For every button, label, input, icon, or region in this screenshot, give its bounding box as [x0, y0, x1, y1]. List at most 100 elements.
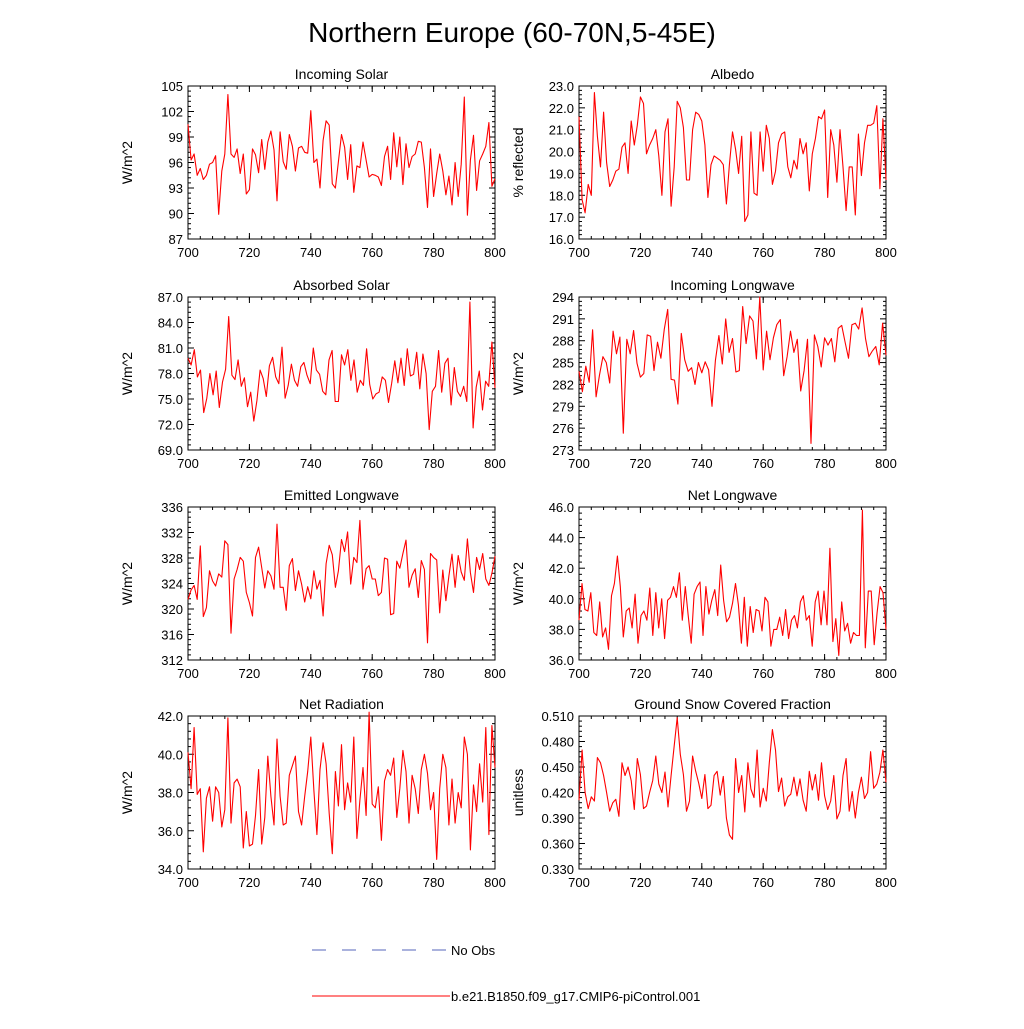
- x-tick-label: 760: [361, 875, 383, 890]
- y-tick-label: 0.360: [541, 837, 574, 852]
- x-tick-label: 700: [568, 456, 590, 471]
- y-tick-label: 72.0: [158, 418, 183, 433]
- series-line-model: [187, 519, 496, 644]
- y-tick-label: 40.0: [158, 747, 183, 762]
- panel-title: Ground Snow Covered Fraction: [634, 696, 831, 712]
- series-line-model: [187, 301, 496, 431]
- y-tick-label: 0.450: [541, 760, 574, 775]
- y-tick-label: 332: [161, 526, 183, 541]
- x-tick-label: 800: [484, 666, 506, 681]
- plot-frame: [187, 85, 496, 240]
- y-tick-label: 105: [161, 79, 183, 94]
- y-tick-label: 291: [552, 312, 574, 327]
- y-tick-label: 285: [552, 356, 574, 371]
- y-tick-label: 93: [169, 181, 183, 196]
- panel-net-radiation: Net Radiation W/m^2 700 720 740 760 780 800 34.0…: [119, 696, 506, 890]
- y-tick-label: 36.0: [158, 824, 183, 839]
- x-tick-label: 700: [177, 666, 199, 681]
- x-tick-label: 700: [177, 456, 199, 471]
- x-tick-label: 740: [691, 666, 713, 681]
- plot-frame: [187, 715, 496, 870]
- y-tick-label: 316: [161, 628, 183, 643]
- y-axis-label: W/m^2: [119, 562, 135, 605]
- x-tick-label: 760: [752, 666, 774, 681]
- y-tick-label: 78.0: [158, 367, 183, 382]
- x-tick-label: 740: [300, 456, 322, 471]
- x-tick-label: 800: [484, 245, 506, 260]
- y-axis-label: unitless: [510, 769, 526, 816]
- panel-title: Net Longwave: [688, 487, 778, 503]
- x-tick-label: 780: [423, 456, 445, 471]
- y-tick-label: 75.0: [158, 392, 183, 407]
- y-tick-label: 87.0: [158, 290, 183, 305]
- x-tick-label: 720: [239, 456, 261, 471]
- y-tick-label: 84.0: [158, 316, 183, 331]
- y-tick-label: 90: [169, 207, 183, 222]
- x-tick-label: 800: [875, 456, 897, 471]
- x-tick-label: 700: [177, 875, 199, 890]
- panel-incoming-solar: Incoming Solar W/m^2 700 720 740 760 780 800 87 9…: [119, 66, 506, 260]
- legend: No Obs b.e21.B1850.f09_g17.CMIP6-piContr…: [312, 943, 700, 1004]
- x-tick-label: 760: [361, 456, 383, 471]
- y-axis-label: W/m^2: [510, 562, 526, 605]
- x-tick-label: 720: [239, 875, 261, 890]
- x-tick-label: 780: [423, 666, 445, 681]
- legend-model-label: b.e21.B1850.f09_g17.CMIP6-piControl.001: [451, 989, 700, 1004]
- y-tick-label: 38.0: [549, 622, 574, 637]
- y-tick-label: 336: [161, 500, 183, 515]
- panel-ground-snow-covered-fraction: Ground Snow Covered Fraction unitless 700 7…: [510, 696, 897, 890]
- panel-title: Emitted Longwave: [284, 487, 399, 503]
- y-axis-label: W/m^2: [119, 141, 135, 184]
- y-tick-label: 324: [161, 577, 183, 592]
- y-tick-label: 21.0: [549, 123, 574, 138]
- x-tick-label: 760: [752, 245, 774, 260]
- x-tick-label: 760: [752, 875, 774, 890]
- y-tick-label: 276: [552, 421, 574, 436]
- x-tick-label: 780: [814, 875, 836, 890]
- panel-title: Incoming Solar: [295, 66, 389, 82]
- x-tick-label: 780: [423, 245, 445, 260]
- y-tick-label: 0.420: [541, 786, 574, 801]
- y-tick-label: 0.330: [541, 862, 574, 877]
- y-tick-label: 87: [169, 232, 183, 247]
- x-tick-label: 740: [691, 875, 713, 890]
- x-tick-label: 740: [300, 875, 322, 890]
- series-line-model: [187, 711, 496, 860]
- panel-albedo: Albedo % reflected 700 720 740 760 780 800 16.0 1…: [510, 66, 897, 260]
- x-tick-label: 740: [691, 245, 713, 260]
- x-tick-label: 800: [875, 666, 897, 681]
- y-tick-label: 99: [169, 130, 183, 145]
- y-tick-label: 40.0: [549, 592, 574, 607]
- y-tick-label: 38.0: [158, 786, 183, 801]
- panel-title: Net Radiation: [299, 696, 384, 712]
- y-tick-label: 46.0: [549, 500, 574, 515]
- y-tick-label: 19.0: [549, 166, 574, 181]
- y-tick-label: 0.390: [541, 811, 574, 826]
- y-tick-label: 273: [552, 443, 574, 458]
- x-tick-label: 720: [630, 666, 652, 681]
- y-tick-label: 22.0: [549, 101, 574, 116]
- x-tick-label: 720: [239, 666, 261, 681]
- y-tick-label: 96: [169, 156, 183, 171]
- x-tick-label: 780: [814, 666, 836, 681]
- plot-frame: [578, 506, 887, 661]
- y-tick-label: 81.0: [158, 341, 183, 356]
- y-tick-label: 42.0: [158, 709, 183, 724]
- y-tick-label: 282: [552, 377, 574, 392]
- y-tick-label: 0.480: [541, 735, 574, 750]
- y-tick-label: 320: [161, 602, 183, 617]
- x-tick-label: 700: [568, 875, 590, 890]
- y-tick-label: 102: [161, 105, 183, 120]
- y-tick-label: 328: [161, 551, 183, 566]
- panel-emitted-longwave: Emitted Longwave W/m^2 700 720 740 760 780 800 3…: [119, 487, 506, 681]
- plot-frame: [578, 715, 887, 870]
- y-tick-label: 36.0: [549, 653, 574, 668]
- panel-title: Incoming Longwave: [670, 277, 795, 293]
- x-tick-label: 760: [752, 456, 774, 471]
- x-tick-label: 700: [177, 245, 199, 260]
- x-tick-label: 800: [875, 875, 897, 890]
- x-tick-label: 800: [484, 875, 506, 890]
- y-axis-label: W/m^2: [119, 352, 135, 395]
- x-tick-label: 740: [300, 245, 322, 260]
